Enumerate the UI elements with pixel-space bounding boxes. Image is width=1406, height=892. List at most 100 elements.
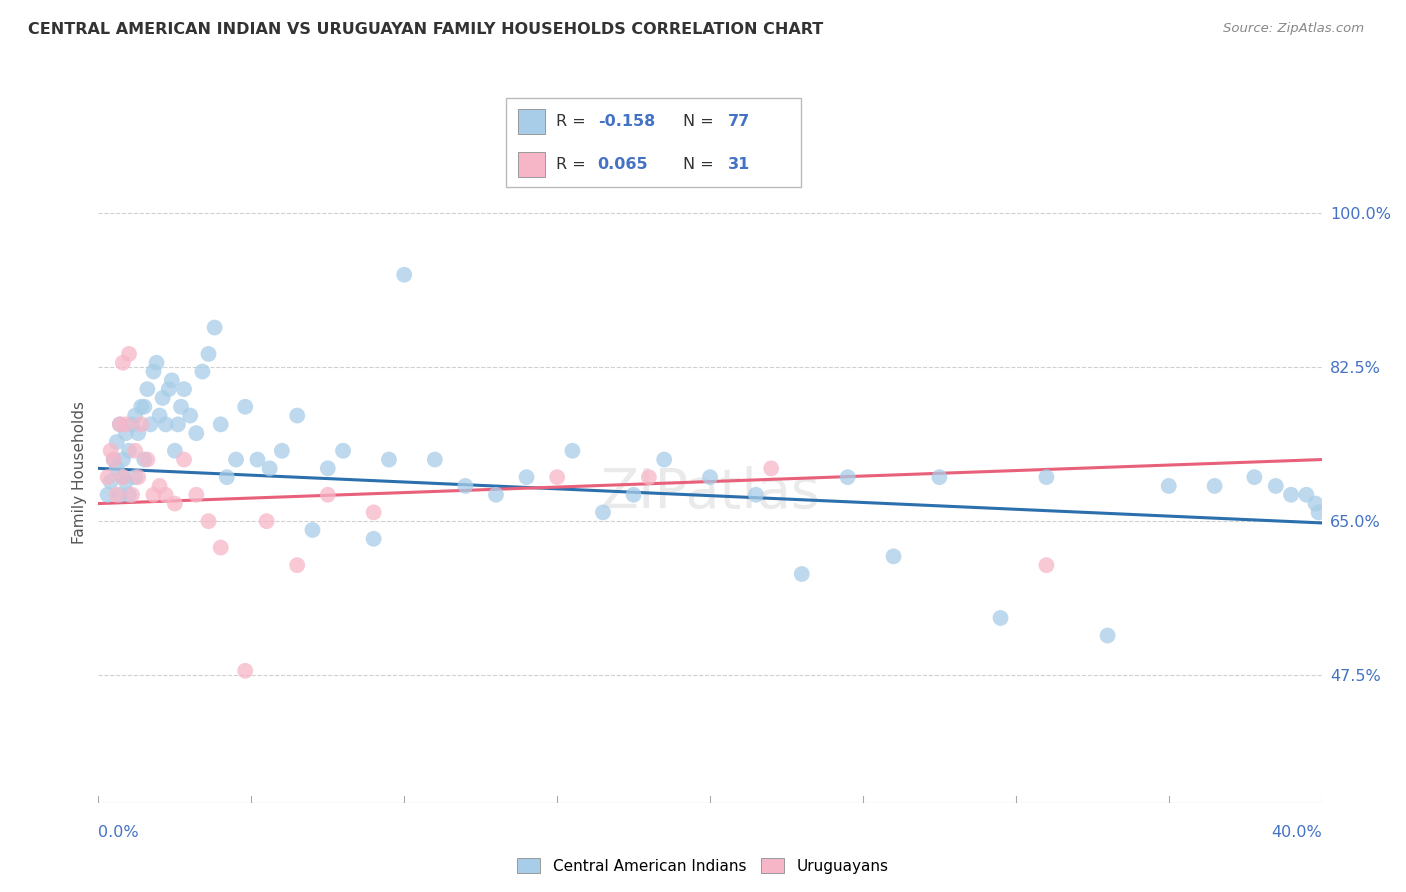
Point	[1305, 497, 1327, 511]
Text: Source: ZipAtlas.com: Source: ZipAtlas.com	[1223, 22, 1364, 36]
Point	[127, 426, 149, 441]
Point	[270, 443, 292, 458]
Point	[215, 470, 238, 484]
Point	[129, 417, 152, 432]
Point	[108, 417, 131, 432]
Text: ZIPatlas: ZIPatlas	[600, 466, 820, 519]
Text: 77: 77	[728, 114, 749, 128]
Point	[105, 488, 128, 502]
Point	[454, 479, 477, 493]
Point	[149, 479, 172, 493]
Point	[115, 417, 138, 432]
Bar	[517, 152, 544, 177]
Point	[1097, 629, 1119, 643]
Point	[1204, 479, 1226, 493]
FancyBboxPatch shape	[506, 98, 801, 187]
Y-axis label: Family Households: Family Households	[72, 401, 87, 544]
Point	[1264, 479, 1286, 493]
Point	[233, 400, 256, 414]
Point	[990, 611, 1012, 625]
Point	[100, 443, 122, 458]
Point	[103, 452, 125, 467]
Point	[1243, 470, 1265, 484]
Point	[105, 461, 128, 475]
Point	[160, 373, 183, 387]
Point	[191, 365, 214, 379]
Point	[592, 505, 614, 519]
Point	[100, 475, 122, 489]
Point	[759, 461, 782, 475]
Point	[546, 470, 568, 484]
Point	[124, 470, 146, 484]
Point	[423, 452, 446, 467]
Point	[561, 443, 583, 458]
Point	[204, 320, 226, 334]
Point	[883, 549, 905, 564]
Point	[790, 566, 813, 581]
Point	[209, 417, 232, 432]
Point	[118, 488, 141, 502]
Point	[378, 452, 401, 467]
Text: R =: R =	[557, 114, 592, 128]
Point	[152, 391, 174, 405]
Point	[136, 382, 159, 396]
Point	[179, 409, 201, 423]
Point	[118, 347, 141, 361]
Point	[246, 452, 269, 467]
Point	[1035, 470, 1057, 484]
Point	[1157, 479, 1180, 493]
Point	[186, 488, 208, 502]
Text: 0.065: 0.065	[598, 157, 648, 171]
Point	[163, 497, 186, 511]
Point	[127, 470, 149, 484]
Point	[149, 409, 172, 423]
Legend: Central American Indians, Uruguayans: Central American Indians, Uruguayans	[512, 852, 894, 880]
Bar	[517, 109, 544, 134]
Point	[97, 488, 120, 502]
Point	[363, 505, 385, 519]
Point	[142, 488, 165, 502]
Point	[170, 400, 193, 414]
Point	[197, 514, 219, 528]
Point	[115, 426, 138, 441]
Point	[652, 452, 675, 467]
Point	[485, 488, 508, 502]
Point	[124, 443, 146, 458]
Point	[623, 488, 645, 502]
Point	[285, 558, 308, 573]
Point	[285, 409, 308, 423]
Point	[745, 488, 768, 502]
Point	[124, 409, 146, 423]
Point	[155, 417, 177, 432]
Point	[316, 461, 339, 475]
Text: N =: N =	[683, 114, 720, 128]
Point	[332, 443, 354, 458]
Point	[139, 417, 162, 432]
Point	[121, 417, 143, 432]
Point	[1308, 505, 1330, 519]
Point	[516, 470, 538, 484]
Point	[301, 523, 323, 537]
Point	[186, 426, 208, 441]
Text: -0.158: -0.158	[598, 114, 655, 128]
Point	[637, 470, 661, 484]
Text: 31: 31	[728, 157, 749, 171]
Point	[111, 470, 134, 484]
Point	[173, 452, 195, 467]
Point	[837, 470, 859, 484]
Point	[145, 356, 167, 370]
Point	[97, 470, 120, 484]
Point	[259, 461, 281, 475]
Point	[111, 452, 134, 467]
Point	[155, 488, 177, 502]
Point	[157, 382, 180, 396]
Point	[111, 356, 134, 370]
Point	[173, 382, 195, 396]
Point	[118, 443, 141, 458]
Point	[136, 452, 159, 467]
Point	[197, 347, 219, 361]
Text: 40.0%: 40.0%	[1271, 825, 1322, 840]
Point	[699, 470, 721, 484]
Text: 0.0%: 0.0%	[98, 825, 139, 840]
Text: N =: N =	[683, 157, 720, 171]
